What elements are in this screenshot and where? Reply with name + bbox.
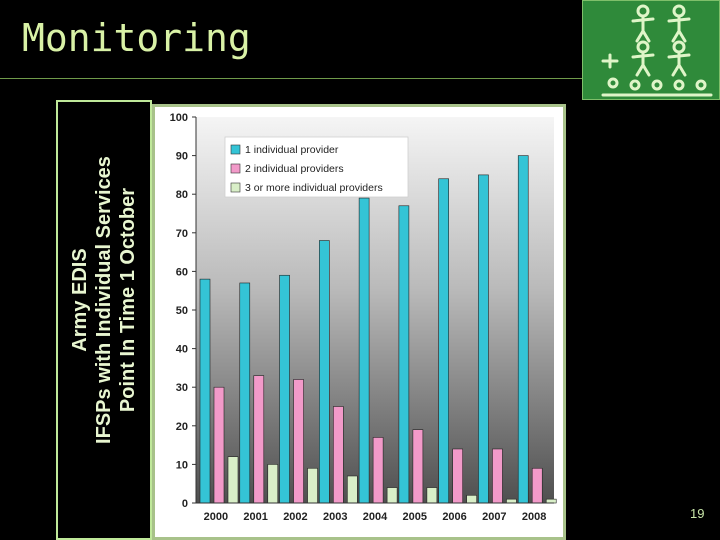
chart-frame: 0 10 20 30 40 50 60 70 80 90 100 2000 2001 2002 2003 2… [152, 104, 566, 540]
bar-2005-series-3 [426, 487, 438, 504]
y-tick-label: 0 [182, 498, 188, 510]
x-tick-label: 2005 [403, 511, 427, 523]
x-tick-label: 2003 [323, 511, 347, 523]
y-axis-label-line-1: Army EDIS [69, 248, 91, 352]
y-axis: 0 10 20 30 40 50 60 70 80 90 100 [170, 112, 197, 510]
legend-swatch-1 [230, 144, 241, 155]
page-number: 19 [690, 506, 705, 521]
bar-2005-series-1 [398, 205, 410, 504]
y-tick-label: 30 [176, 382, 188, 394]
legend-label-2: 2 individual providers [245, 163, 344, 175]
bar-2005-series-2 [412, 429, 424, 504]
y-tick-label: 90 [176, 151, 188, 163]
x-axis: 2000 2001 2002 2003 2004 2005 2006 2007 2008 [196, 502, 554, 523]
x-tick-label: 2002 [283, 511, 307, 523]
y-axis-label-box [56, 100, 152, 540]
logo [582, 0, 720, 100]
y-tick-label: 60 [176, 266, 188, 278]
bars [199, 155, 557, 504]
bar-2007-series-2 [492, 448, 503, 504]
x-tick-label: 2006 [442, 511, 466, 523]
legend-swatch-3 [230, 182, 241, 193]
bar-2002-series-2 [293, 379, 304, 504]
bar-2002-series-1 [279, 274, 290, 504]
y-tick-label: 50 [176, 305, 188, 317]
y-axis-label: Army EDIS IFSPs with Individual Services… [68, 90, 140, 510]
x-tick-label: 2007 [482, 511, 506, 523]
bar-2002-series-3 [307, 467, 318, 504]
bar-2008-series-1 [517, 155, 529, 504]
bar-2001-series-2 [253, 375, 265, 504]
y-tick-label: 10 [176, 459, 188, 471]
bar-2004-series-1 [358, 197, 370, 504]
slide-title: Monitoring [22, 16, 251, 60]
bar-2001-series-3 [267, 464, 279, 504]
bar-2007-series-3 [506, 498, 517, 504]
bar-2008-series-3 [545, 498, 557, 504]
bar-2006-series-2 [452, 448, 463, 504]
bar-2004-series-3 [386, 487, 398, 504]
x-tick-label: 2004 [363, 511, 388, 523]
bar-2000-series-1 [199, 278, 211, 504]
bar-2007-series-1 [478, 174, 489, 504]
x-tick-label: 2000 [204, 511, 228, 523]
family-logo-icon [601, 4, 713, 97]
bar-2003-series-3 [347, 475, 358, 504]
bar-2003-series-2 [333, 406, 344, 504]
legend: 1 individual provider 2 individual provid… [224, 136, 409, 198]
y-tick-label: 80 [176, 189, 188, 201]
bar-2006-series-3 [466, 494, 477, 504]
bar-2008-series-2 [531, 467, 543, 504]
y-tick-label: 20 [176, 421, 188, 433]
bar-2000-series-3 [227, 456, 239, 504]
y-axis-label-line-2: IFSPs with Individual Services [93, 156, 115, 444]
bar-2000-series-2 [213, 386, 225, 504]
y-tick-label: 100 [170, 112, 188, 124]
y-tick-label: 40 [176, 344, 188, 356]
legend-swatch-2 [230, 163, 241, 174]
bar-2001-series-1 [239, 282, 251, 504]
legend-box [224, 136, 409, 198]
legend-label-3: 3 or more individual providers [245, 182, 383, 194]
bar-2006-series-1 [438, 178, 449, 504]
x-tick-label: 2001 [243, 511, 267, 523]
y-tick-label: 70 [176, 228, 188, 240]
bar-2003-series-1 [319, 240, 330, 504]
bar-2004-series-2 [372, 437, 384, 504]
legend-label-1: 1 individual provider [245, 144, 339, 156]
title-divider [0, 78, 720, 79]
y-axis-label-line-3: Point In Time 1 October [117, 187, 139, 413]
x-tick-label: 2008 [522, 511, 546, 523]
